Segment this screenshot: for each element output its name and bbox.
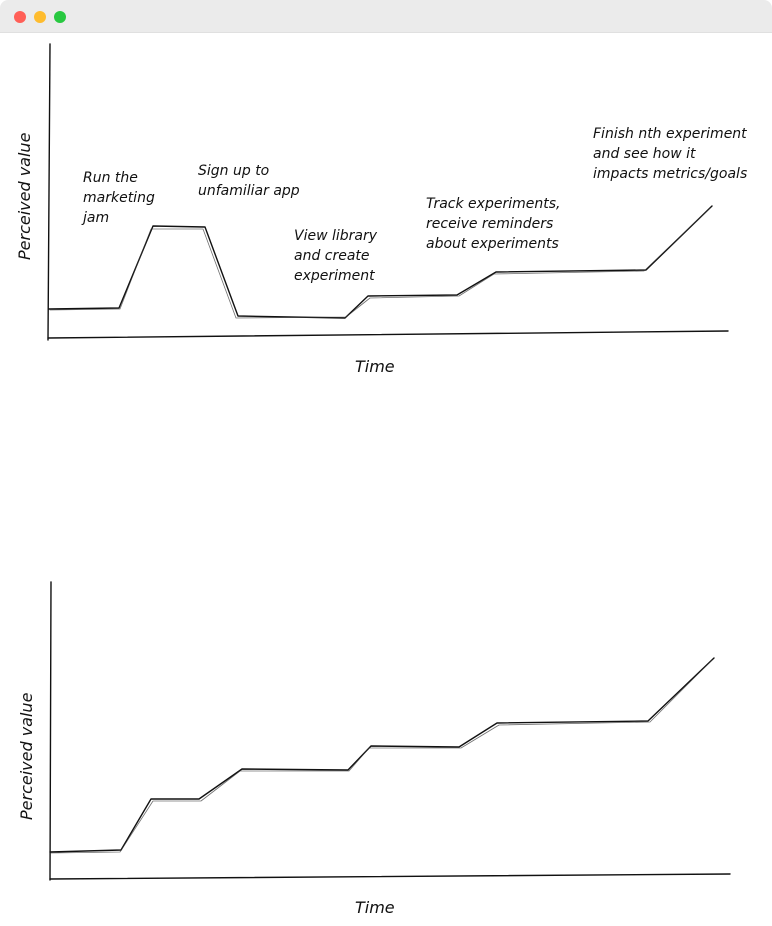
annotation-line: about experiments (426, 236, 559, 252)
annotation-line: Track experiments, (426, 196, 560, 212)
title-bar (0, 0, 772, 33)
annotation-line: experiment (294, 268, 375, 284)
annotation-line: jam (81, 210, 109, 226)
annotation-track-experiments: Track experiments, receive reminders abo… (426, 196, 565, 252)
annotation-line: receive reminders (426, 216, 553, 232)
diagram-2-y-axis-title: Perceived value (17, 692, 36, 820)
annotation-line: Run the (83, 170, 138, 186)
annotation-finish-experiment: Finish nth experiment and see how it imp… (593, 126, 751, 182)
diagram-2-value-line-sketch (50, 659, 713, 854)
annotation-sign-up: Sign up to unfamiliar app (198, 163, 300, 199)
diagram-1-value-line (48, 205, 713, 319)
annotation-marketing-jam: Run the marketing jam (81, 170, 159, 226)
diagram-1-x-axis-title: Time (355, 357, 395, 376)
zoom-window-button[interactable] (54, 11, 66, 23)
diagram-1-y-axis (47, 43, 51, 341)
diagram-2-x-axis-title: Time (355, 898, 395, 917)
diagram-2: Perceived value Time (17, 581, 731, 917)
diagram-1-y-axis-title: Perceived value (15, 132, 34, 260)
annotation-line: and see how it (593, 146, 696, 162)
annotation-line: marketing (83, 190, 155, 206)
annotation-view-library: View library and create experiment (294, 228, 381, 284)
diagram-1-x-axis (47, 330, 729, 339)
annotation-line: Sign up to (198, 163, 269, 179)
diagram-2-y-axis (49, 581, 52, 881)
annotation-line: Finish nth experiment (593, 126, 747, 142)
annotation-line: unfamiliar app (198, 183, 300, 199)
annotation-line: and create (294, 248, 370, 264)
close-window-button[interactable] (14, 11, 26, 23)
annotation-line: impacts metrics/goals (593, 166, 747, 182)
diagram-2-x-axis (49, 873, 731, 880)
diagram-1: Perceived value Time Run the marketing j… (15, 43, 751, 376)
diagram-2-value-line (49, 657, 715, 853)
annotation-line: View library (294, 228, 378, 244)
diagram-1-value-line-sketch (49, 207, 711, 319)
minimize-window-button[interactable] (34, 11, 46, 23)
